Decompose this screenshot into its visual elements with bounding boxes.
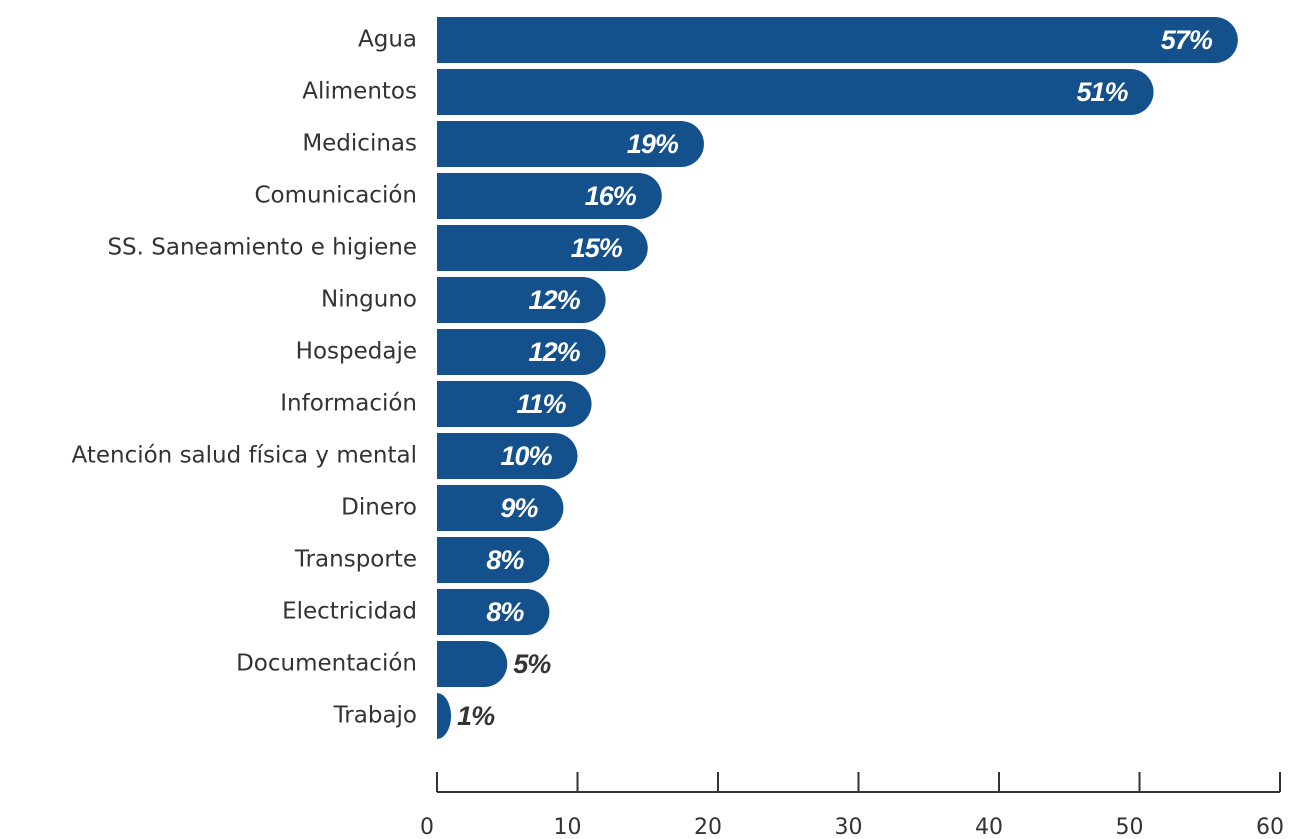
value-label: 10%: [500, 441, 552, 471]
x-tick-label: 50: [1116, 815, 1144, 839]
bar: [437, 433, 578, 479]
x-tick-label: 20: [694, 815, 722, 839]
value-label: 9%: [500, 493, 538, 523]
bar: [437, 121, 704, 167]
y-tick-label: Comunicación: [254, 183, 417, 209]
bar: [437, 693, 452, 739]
x-tick-label: 40: [975, 815, 1003, 839]
value-label: 12%: [529, 285, 581, 315]
value-label: 19%: [627, 129, 679, 159]
y-tick-label: Documentación: [236, 651, 417, 677]
bar: [437, 69, 1154, 115]
value-label: 15%: [571, 233, 623, 263]
x-tick-label: 60: [1256, 815, 1284, 839]
bar: [437, 537, 550, 583]
y-tick-label: Transporte: [294, 547, 417, 573]
y-tick-label: SS. Saneamiento e higiene: [107, 235, 417, 261]
bar: [437, 329, 606, 375]
y-tick-label: Medicinas: [302, 131, 417, 157]
value-label: 8%: [486, 545, 524, 575]
y-tick-label: Alimentos: [302, 79, 417, 105]
y-tick-label: Información: [280, 391, 417, 417]
value-label: 11%: [517, 389, 567, 419]
x-tick-label: 10: [554, 815, 582, 839]
value-label: 12%: [529, 337, 581, 367]
bar: [437, 225, 648, 271]
bar: [437, 17, 1238, 63]
value-label: 57%: [1161, 25, 1213, 55]
bar: [437, 381, 592, 427]
y-tick-label: Hospedaje: [296, 339, 417, 365]
bar: [437, 485, 564, 531]
bar: [437, 277, 606, 323]
value-label: 51%: [1077, 77, 1129, 107]
y-tick-label: Ninguno: [321, 287, 417, 313]
y-tick-label: Agua: [358, 27, 417, 53]
bar: [437, 589, 550, 635]
y-tick-label: Electricidad: [282, 599, 417, 625]
value-label: 1%: [457, 701, 495, 731]
value-label: 8%: [486, 597, 524, 627]
x-tick-label: 0: [420, 815, 434, 839]
y-tick-label: Atención salud física y mental: [72, 443, 418, 469]
value-label: 5%: [513, 649, 551, 679]
bar: [437, 173, 662, 219]
y-tick-label: Trabajo: [333, 703, 417, 729]
y-tick-label: Dinero: [341, 495, 417, 521]
value-label: 16%: [585, 181, 637, 211]
x-tick-label: 30: [835, 815, 863, 839]
bar: [437, 641, 508, 687]
